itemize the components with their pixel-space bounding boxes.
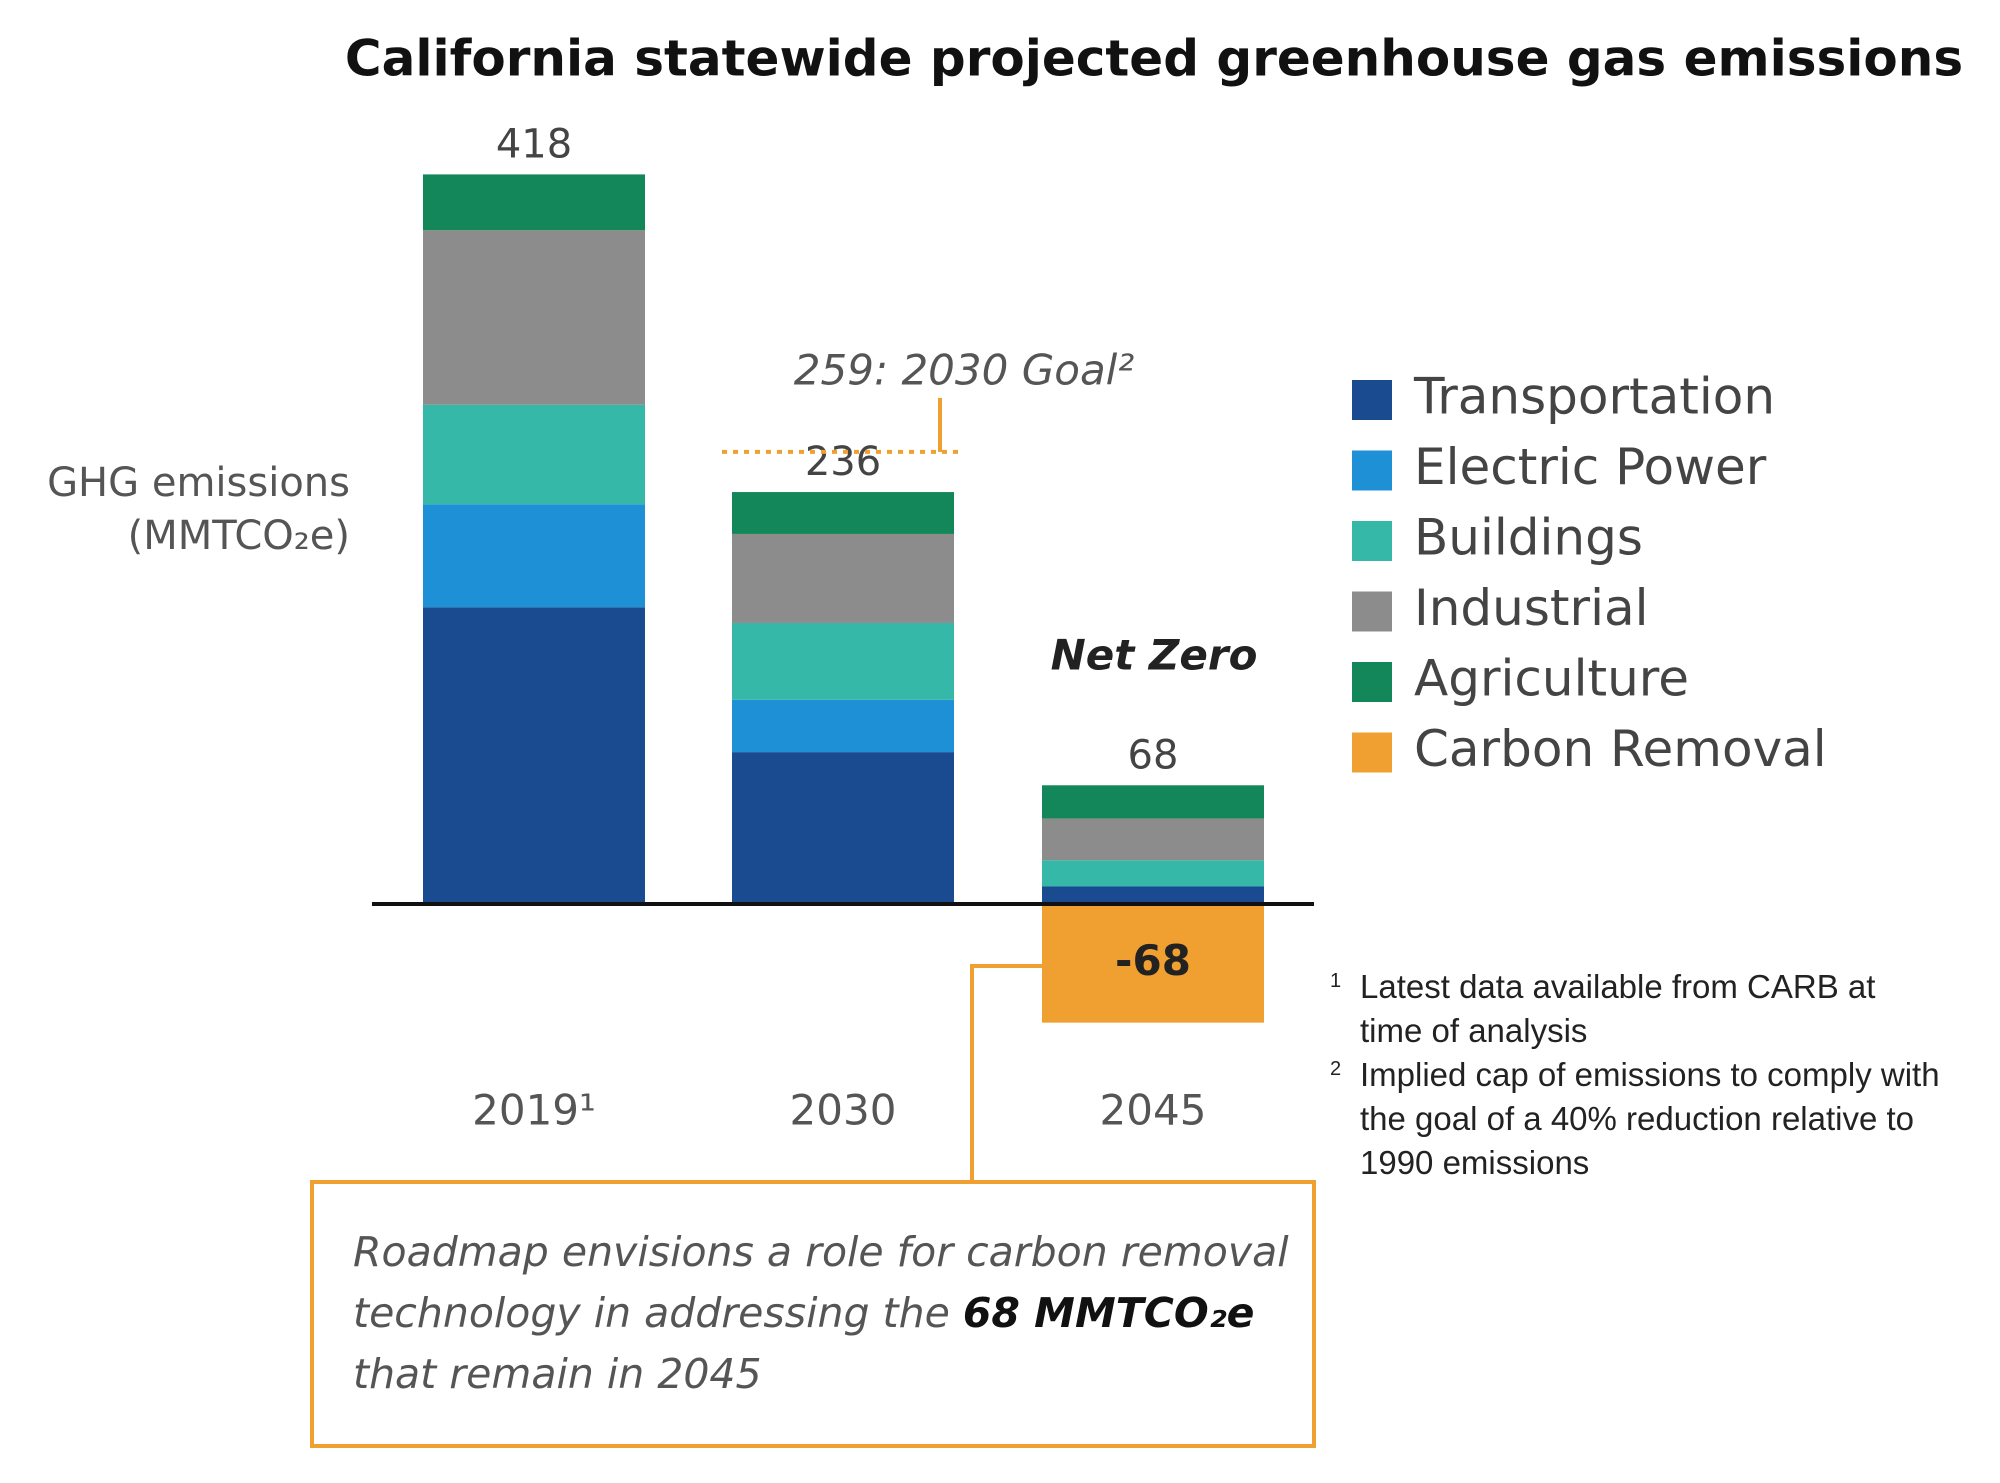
bar-segment bbox=[423, 607, 645, 904]
legend-label: Agriculture bbox=[1414, 650, 1689, 708]
bar-segment bbox=[732, 533, 954, 623]
x-tick-label: 2045 bbox=[1100, 1086, 1207, 1135]
legend-swatch bbox=[1352, 662, 1392, 702]
legend-label: Carbon Removal bbox=[1414, 720, 1827, 778]
bar-segment bbox=[423, 230, 645, 405]
bar-segment bbox=[423, 504, 645, 608]
legend-label: Industrial bbox=[1414, 579, 1649, 637]
bar-segment bbox=[1042, 860, 1264, 887]
footnote-marker: 1 bbox=[1330, 970, 1342, 992]
bar-segment bbox=[732, 622, 954, 700]
goal-label: 259: 2030 Goal² bbox=[794, 345, 1135, 394]
legend-label: Transportation bbox=[1413, 368, 1775, 426]
callout-part: 68 MMTCO₂e bbox=[962, 1289, 1255, 1337]
bar-segment bbox=[423, 174, 645, 231]
annotation: Net Zero bbox=[1051, 631, 1258, 680]
bar-segment bbox=[732, 752, 954, 904]
bar-segment bbox=[732, 699, 954, 753]
callout-part: Roadmap envisions a role for carbon remo… bbox=[353, 1228, 1289, 1337]
callout-text: Roadmap envisions a role for carbon remo… bbox=[353, 1222, 1293, 1405]
legend-label: Electric Power bbox=[1414, 438, 1767, 496]
legend-label: Buildings bbox=[1414, 509, 1643, 567]
legend-swatch bbox=[1352, 591, 1392, 632]
bar-segment bbox=[423, 404, 645, 505]
footnote-text: Implied cap of emissions to comply with … bbox=[1360, 1056, 1940, 1181]
legend-swatch bbox=[1352, 732, 1392, 773]
x-tick-label: 2019¹ bbox=[472, 1086, 596, 1135]
data-label: -68 bbox=[1115, 936, 1191, 985]
footnote-text: Latest data available from CARB at time … bbox=[1360, 968, 1876, 1049]
chart-title: California statewide projected greenhous… bbox=[345, 30, 1963, 88]
legend-swatch bbox=[1352, 521, 1392, 561]
bar-segment bbox=[1042, 903, 1264, 1023]
bar-segment bbox=[1042, 785, 1264, 819]
callout-connector bbox=[970, 964, 1042, 1182]
x-tick-label: 2030 bbox=[790, 1086, 897, 1135]
total-label: 236 bbox=[805, 439, 881, 485]
total-label: 68 bbox=[1128, 732, 1179, 778]
y-axis-label: (MMTCO₂e) bbox=[128, 513, 350, 559]
total-label: 418 bbox=[496, 121, 572, 167]
legend-swatch bbox=[1352, 380, 1392, 420]
footnote-marker: 2 bbox=[1330, 1058, 1342, 1080]
bar-segment bbox=[732, 492, 954, 534]
callout-part: that remain in 2045 bbox=[353, 1350, 762, 1398]
y-axis-label: GHG emissions bbox=[47, 460, 350, 506]
bar-segment bbox=[1042, 818, 1264, 861]
bar-segment bbox=[1042, 886, 1264, 904]
legend-swatch bbox=[1352, 450, 1392, 491]
callout-box bbox=[310, 1180, 1316, 1448]
